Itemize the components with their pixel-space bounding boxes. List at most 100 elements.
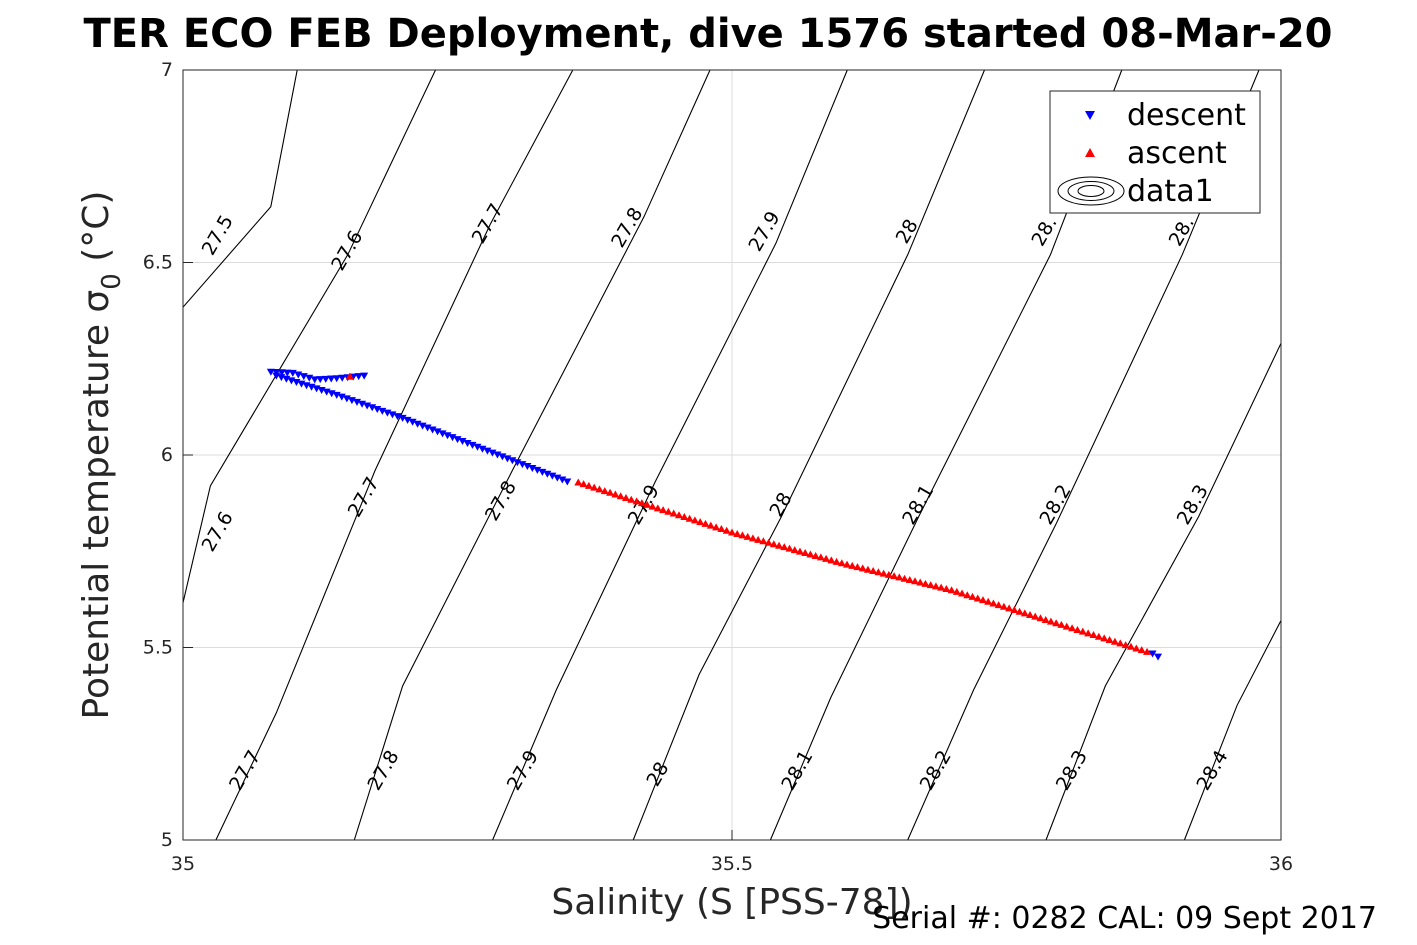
ascent-point — [1137, 646, 1146, 654]
descent-point — [316, 376, 325, 384]
ascent-point — [1094, 632, 1103, 640]
descent-point — [563, 478, 572, 486]
legend: descent ascent data1 — [1049, 90, 1261, 214]
y-tick-label: 5 — [161, 829, 173, 851]
y-axis-label: Potential temperature σ0 (°C) — [76, 191, 127, 720]
ascent-point — [743, 532, 752, 540]
ascent-point — [574, 478, 583, 486]
density-contour-line — [215, 69, 574, 841]
ascent-point — [811, 551, 820, 559]
ascent-point — [895, 573, 904, 581]
ascent-point — [738, 531, 747, 539]
descent-point — [378, 407, 387, 415]
descent-point — [493, 451, 502, 459]
ascent-point — [1005, 604, 1014, 612]
legend-descent-marker — [1085, 111, 1095, 120]
ascent-point — [584, 481, 593, 489]
ascent-point — [1015, 607, 1024, 615]
descent-point — [354, 373, 363, 381]
ascent-point — [1132, 644, 1141, 652]
ascent-point — [843, 560, 852, 568]
ascent-point — [848, 561, 857, 569]
y-axis-label-unit: (°C) — [76, 191, 117, 274]
descent-point — [352, 398, 361, 406]
ascent-point — [579, 480, 588, 488]
ascent-point — [1062, 622, 1071, 630]
ascent-point — [595, 485, 604, 493]
descent-point — [478, 445, 487, 453]
descent-point — [473, 443, 482, 451]
ascent-point — [621, 493, 630, 501]
ascent-point — [1057, 620, 1066, 628]
ascent-point — [947, 586, 956, 594]
descent-point — [543, 470, 552, 478]
ascent-point — [759, 537, 768, 545]
y-axis-label-main: Potential temperature σ — [76, 290, 117, 720]
descent-point — [538, 468, 547, 476]
descent-point — [403, 416, 412, 424]
ascent-point — [832, 557, 841, 565]
y-tick-label: 6 — [161, 444, 173, 466]
ascent-point — [1036, 614, 1045, 622]
descent-point — [448, 434, 457, 442]
ascent-point — [728, 528, 736, 536]
ascent-point — [659, 506, 668, 514]
descent-point — [438, 430, 447, 438]
legend-ascent-marker — [1085, 148, 1095, 157]
ascent-point — [616, 492, 625, 500]
density-contour-line — [632, 69, 986, 841]
descent-point — [428, 426, 437, 434]
ascent-point — [905, 575, 914, 583]
descent-point — [488, 449, 497, 457]
ascent-point — [717, 525, 726, 533]
ascent-point — [1078, 627, 1087, 635]
legend-data1-label: data1 — [1127, 174, 1214, 209]
ascent-point — [989, 599, 998, 607]
ascent-point — [632, 497, 641, 505]
ascent-point — [900, 574, 909, 582]
ascent-point — [1046, 617, 1055, 625]
ascent-point — [816, 553, 825, 561]
descent-point — [483, 447, 492, 455]
ascent-point — [712, 523, 721, 531]
ascent-point — [916, 578, 925, 586]
ascent-point — [637, 499, 646, 507]
ascent-point — [733, 529, 742, 537]
y-tick-label: 5.5 — [143, 637, 173, 659]
density-contour-line — [353, 69, 711, 841]
ascent-point — [748, 534, 757, 542]
descent-point — [418, 422, 427, 430]
descent-point — [277, 369, 286, 377]
ascent-point — [627, 495, 636, 503]
ascent-point — [1105, 636, 1114, 644]
descent-point — [337, 393, 346, 401]
descent-point — [358, 400, 367, 408]
ascent-point — [1110, 637, 1119, 645]
ascent-point — [696, 518, 705, 526]
axis-ticks: 35 35.5 36 5 5.5 6 6.5 7 — [143, 59, 1293, 875]
ascent-point — [1026, 611, 1035, 618]
x-tick-label: 35 — [171, 853, 195, 875]
descent-point — [338, 374, 347, 382]
density-contour-line — [1045, 343, 1282, 841]
ascent-point — [1068, 624, 1077, 632]
ascent-point — [968, 592, 977, 600]
ascent-point — [769, 540, 778, 548]
legend-box — [1049, 90, 1261, 214]
ascent-point — [994, 601, 1003, 609]
y-tick-label: 6.5 — [143, 252, 173, 274]
descent-point — [272, 369, 281, 377]
ascent-point — [931, 582, 940, 590]
ascent-point — [952, 587, 961, 595]
serial-cal-footer: Serial #: 0282 CAL: 09 Sept 2017 — [872, 901, 1377, 936]
legend-ascent-label: ascent — [1127, 136, 1227, 171]
ascent-point — [911, 577, 919, 585]
descent-point — [413, 420, 422, 428]
ascent-point — [1073, 625, 1082, 633]
ascent-point — [937, 583, 946, 591]
ascent-point — [869, 567, 878, 574]
descent-point — [523, 463, 532, 471]
ascent-point — [1084, 629, 1093, 637]
descent-point — [283, 369, 292, 377]
ascent-point — [785, 544, 794, 552]
